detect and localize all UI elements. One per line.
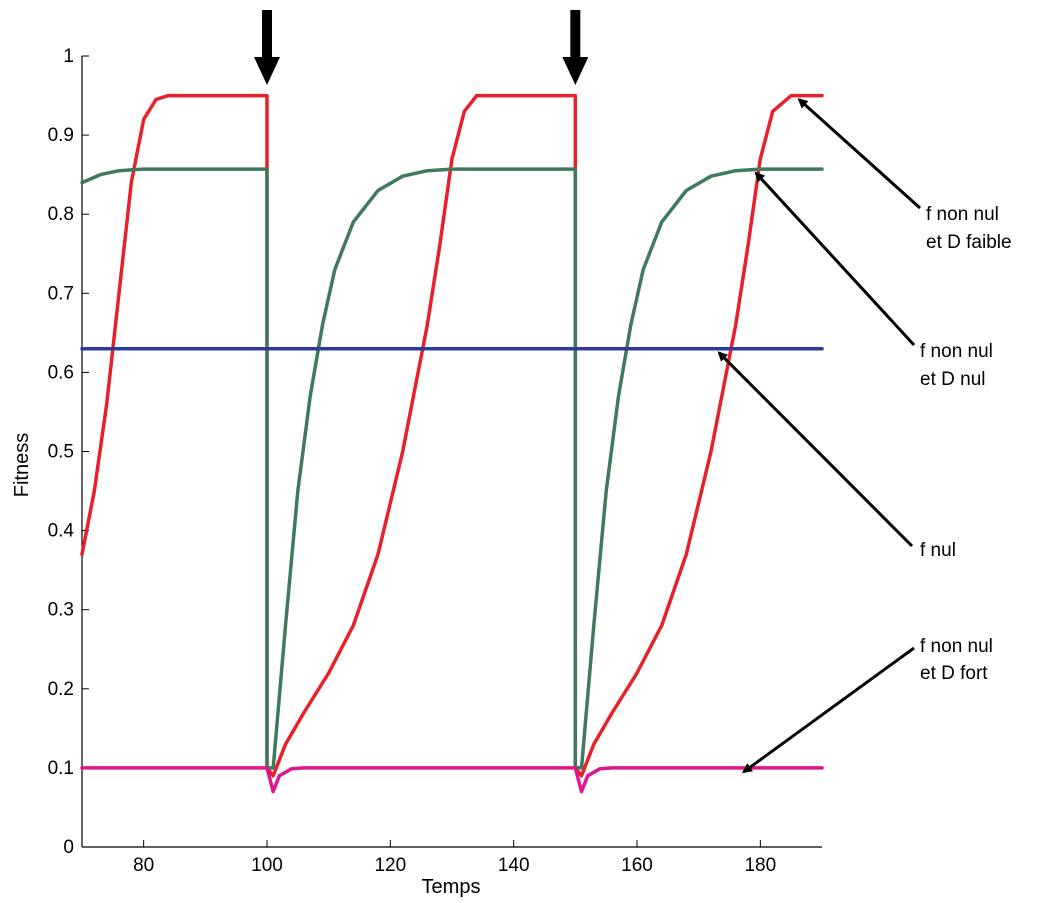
perturbation-arrow xyxy=(254,10,280,85)
series-line-4 xyxy=(80,766,824,794)
y-tick-label: 0 xyxy=(63,837,74,858)
y-tick-label: 0.1 xyxy=(48,758,74,779)
y-tick-label: 0.5 xyxy=(48,442,74,463)
y-tick-label: 1 xyxy=(63,46,74,67)
x-axis-label: Temps xyxy=(422,876,481,898)
annotations: f non nul et D faible f non nul et D nul f n… xyxy=(717,98,1012,774)
axes: 80 100 120 140 160 180 0 0.1 0.2 0.3 0.4 0.5 0.6 0.7 0… xyxy=(48,46,822,876)
x-tick-label: 80 xyxy=(133,855,154,876)
annotation-label: et D nul xyxy=(920,369,985,390)
y-tick-label: 0.9 xyxy=(48,125,74,146)
perturbation-arrow xyxy=(562,10,589,85)
x-tick-label: 140 xyxy=(498,855,530,876)
annotation-label: f non nul xyxy=(920,341,993,362)
series-line-2 xyxy=(80,167,824,770)
y-tick-label: 0.3 xyxy=(48,600,74,621)
y-tick-label: 0.4 xyxy=(48,521,75,542)
annotation-label: et D faible xyxy=(926,232,1012,253)
annotation-label: f non nul xyxy=(926,204,999,225)
annotation-label: f non nul xyxy=(920,636,993,657)
annotation-arrow xyxy=(742,646,915,774)
y-tick-label: 0.6 xyxy=(48,362,74,383)
annotation-label: et D fort xyxy=(920,663,988,684)
annotation-arrow xyxy=(754,171,916,347)
series-lines xyxy=(80,93,824,794)
y-tick-label: 0.7 xyxy=(48,283,74,304)
x-tick-label: 100 xyxy=(251,855,283,876)
x-tick-label: 160 xyxy=(621,855,653,876)
annotation-arrow xyxy=(797,98,922,210)
y-tick-label: 0.8 xyxy=(48,204,74,225)
perturbation-markers xyxy=(254,10,589,85)
y-tick-label: 0.2 xyxy=(48,679,74,700)
annotation-arrow xyxy=(717,351,914,548)
x-tick-label: 180 xyxy=(744,855,776,876)
x-tick-label: 120 xyxy=(374,855,406,876)
annotation-label: f nul xyxy=(920,540,956,561)
y-axis-label: Fitness xyxy=(11,433,33,497)
series-line-1 xyxy=(80,93,824,778)
